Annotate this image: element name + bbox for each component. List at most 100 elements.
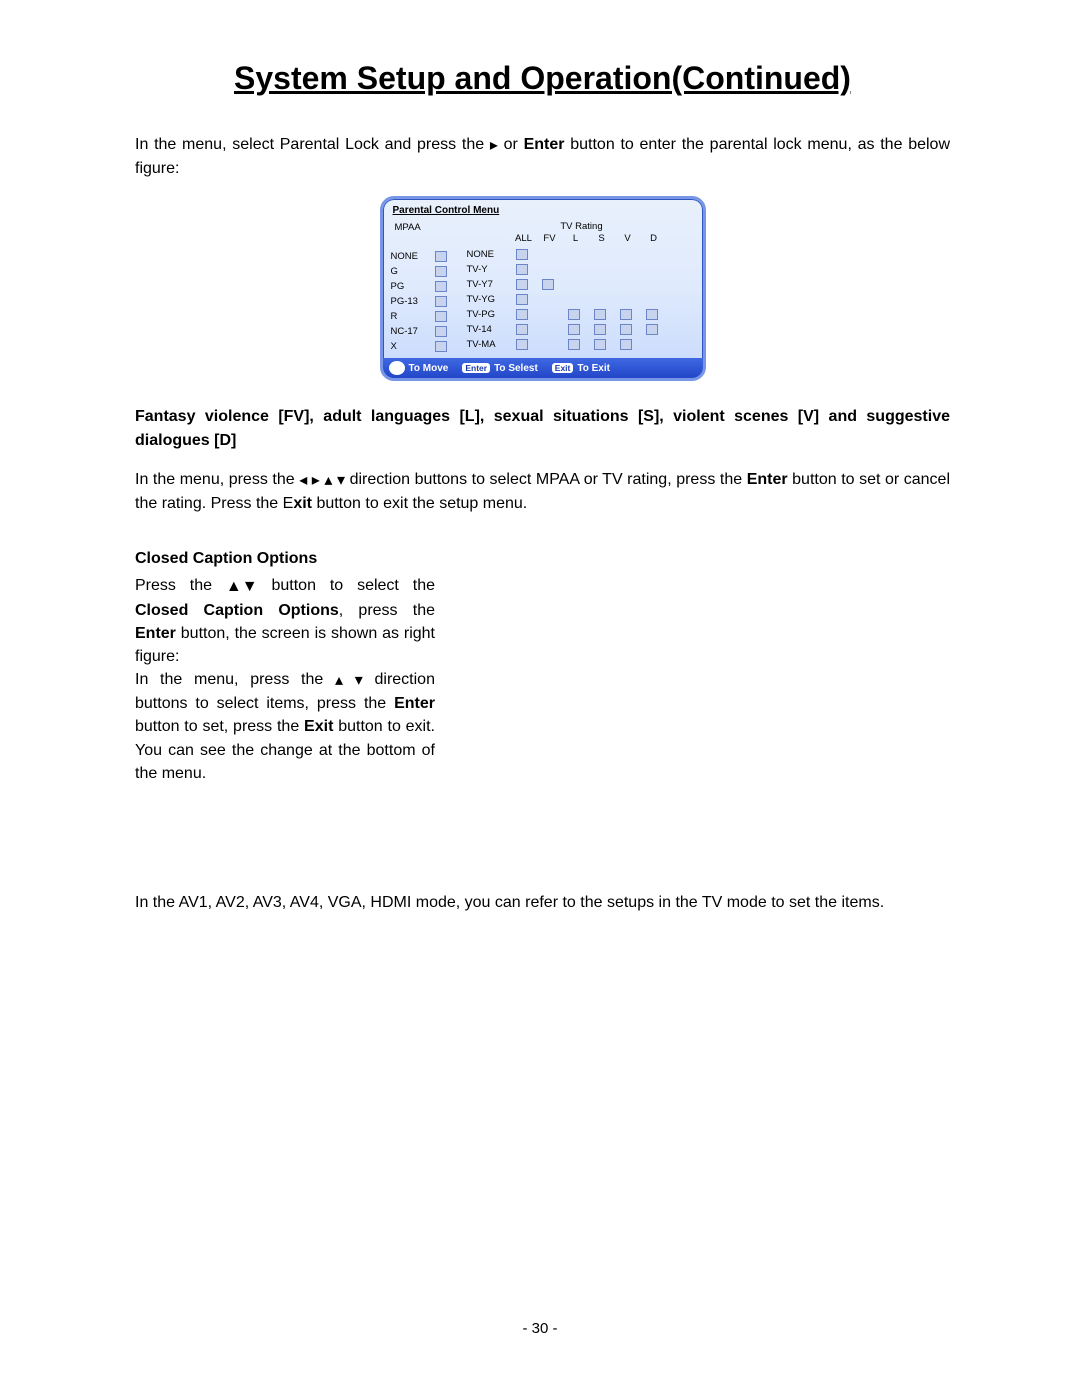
tv-col-header: D [641, 233, 667, 246]
checkbox-icon [594, 309, 606, 320]
menu-title: Parental Control Menu [383, 199, 703, 218]
checkbox-icon [594, 339, 606, 350]
left-arrow-icon: ◂ [299, 469, 307, 492]
page-number: - 30 - [0, 1320, 1080, 1337]
tv-col-header: FV [537, 233, 563, 246]
checkbox-icon [435, 326, 447, 337]
text: button to set, press the [135, 718, 304, 735]
mpaa-label: PG [389, 281, 435, 292]
exit-pill: Exit [552, 363, 574, 373]
mpaa-label: R [389, 311, 435, 322]
tv-label: TV-YG [467, 294, 511, 305]
xit-bold: xit [293, 495, 312, 512]
right-arrow-icon: ▸ [312, 469, 320, 492]
mpaa-row: PG [389, 279, 467, 293]
tv-row: NONE [467, 247, 697, 261]
down-arrow-icon: ▾ [337, 469, 345, 492]
tv-row: TV-Y7 [467, 277, 697, 291]
text: In the menu, press the [135, 471, 299, 488]
solid-up-arrow-icon: ▲ [226, 575, 242, 598]
mpaa-row: PG-13 [389, 294, 467, 308]
tv-col-header: V [615, 233, 641, 246]
tv-label: TV-MA [467, 339, 511, 350]
checkbox-icon [542, 279, 554, 290]
enter-label: Enter [747, 471, 788, 488]
av-mode-note: In the AV1, AV2, AV3, AV4, VGA, HDMI mod… [135, 891, 950, 914]
tv-row: TV-MA [467, 337, 697, 351]
dpad-icon [389, 361, 405, 375]
mpaa-row: NONE [389, 249, 467, 263]
text: In the menu, press the [135, 671, 335, 688]
mpaa-row: NC-17 [389, 324, 467, 338]
text: Press the [135, 577, 226, 594]
enter-pill: Enter [462, 363, 490, 373]
checkbox-icon [516, 279, 528, 290]
text: In the menu, select Parental Lock and pr… [135, 136, 490, 153]
menu-footer: To Move Enter To Selest Exit To Exit [383, 358, 703, 378]
tv-row: TV-YG [467, 292, 697, 306]
manual-page: System Setup and Operation(Continued) In… [0, 0, 1080, 1397]
menu-body: MPAA NONEGPGPG-13RNC-17X TV Rating ALLFV… [383, 218, 703, 358]
checkbox-icon [435, 311, 447, 322]
tv-label: TV-Y7 [467, 279, 511, 290]
up-arrow-icon: ▴ [324, 469, 332, 492]
cc-paragraph: Press the ▲▼ button to select the Closed… [135, 574, 435, 785]
enter-label: Enter [394, 695, 435, 712]
text: direction buttons to select MPAA or TV r… [350, 471, 747, 488]
footer-exit: To Exit [577, 363, 610, 374]
tv-row: TV-14 [467, 322, 697, 336]
checkbox-icon [594, 324, 606, 335]
tv-subheader-row: ALLFVLSVD [467, 233, 697, 246]
checkbox-icon [516, 294, 528, 305]
tv-row: TV-Y [467, 262, 697, 276]
up-arrow-icon: ▴ [335, 669, 343, 692]
checkbox-icon [435, 266, 447, 277]
exit-label: Exit [304, 718, 333, 735]
tv-row: TV-PG [467, 307, 697, 321]
mpaa-label: PG-13 [389, 296, 435, 307]
mpaa-label: NONE [389, 251, 435, 262]
checkbox-icon [516, 309, 528, 320]
tv-label: NONE [467, 249, 511, 260]
checkbox-icon [516, 249, 528, 260]
checkbox-icon [435, 296, 447, 307]
footer-move: To Move [409, 363, 449, 374]
text: button, the screen is shown as right fig… [135, 625, 435, 665]
mpaa-label: G [389, 266, 435, 277]
page-title: System Setup and Operation(Continued) [135, 60, 950, 97]
down-arrow-icon: ▾ [355, 669, 363, 692]
mpaa-row: R [389, 309, 467, 323]
checkbox-icon [568, 339, 580, 350]
tv-column: TV Rating ALLFVLSVD NONETV-YTV-Y7TV-YGTV… [467, 220, 697, 354]
intro-paragraph: In the menu, select Parental Lock and pr… [135, 133, 950, 180]
tv-label: TV-Y [467, 264, 511, 275]
solid-down-arrow-icon: ▼ [242, 575, 258, 598]
tv-col-header: L [563, 233, 589, 246]
mpaa-column: MPAA NONEGPGPG-13RNC-17X [389, 220, 467, 354]
rating-instructions: In the menu, press the ◂ ▸ ▴ ▾ direction… [135, 468, 950, 515]
cc-bold: Closed Caption Options [135, 602, 339, 619]
mpaa-label: X [389, 341, 435, 352]
checkbox-icon [646, 324, 658, 335]
cc-heading: Closed Caption Options [135, 547, 435, 570]
checkbox-icon [646, 309, 658, 320]
checkbox-icon [516, 324, 528, 335]
checkbox-icon [516, 339, 528, 350]
checkbox-icon [568, 324, 580, 335]
checkbox-icon [620, 309, 632, 320]
checkbox-icon [435, 341, 447, 352]
enter-label: Enter [524, 136, 565, 153]
checkbox-icon [435, 281, 447, 292]
text: or [504, 136, 524, 153]
text: button to select the [271, 577, 435, 594]
checkbox-icon [620, 324, 632, 335]
ratings-legend: Fantasy violence [FV], adult languages [… [135, 405, 950, 451]
tv-label: TV-14 [467, 324, 511, 335]
checkbox-icon [568, 309, 580, 320]
right-arrow-icon: ▸ [490, 134, 498, 157]
tv-col-header: S [589, 233, 615, 246]
mpaa-label: NC-17 [389, 326, 435, 337]
tv-header: TV Rating [467, 220, 697, 233]
footer-select: To Selest [494, 363, 538, 374]
mpaa-row: G [389, 264, 467, 278]
